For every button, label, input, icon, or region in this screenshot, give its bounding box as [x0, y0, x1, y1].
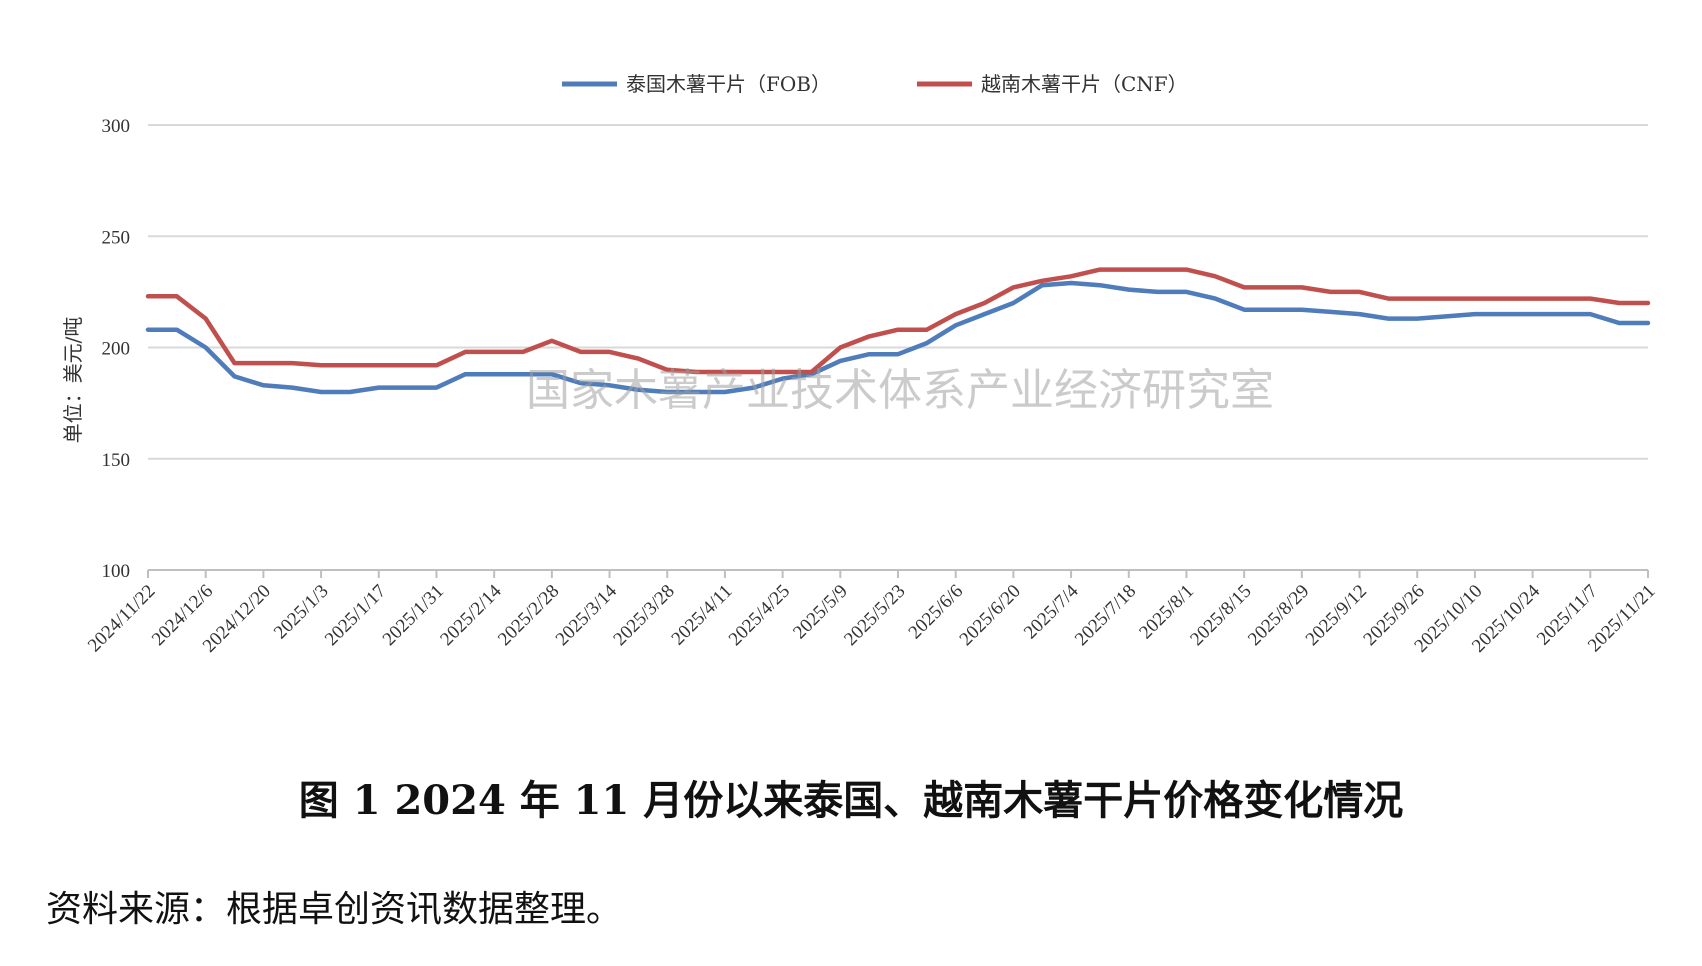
x-tick-label: 2025/6/20 — [956, 581, 1025, 650]
x-tick-label: 2025/8/15 — [1186, 581, 1255, 650]
x-tick-label: 2025/1/31 — [379, 581, 448, 650]
legend-label-2: 越南木薯干片（CNF） — [981, 72, 1188, 96]
y-tick-label: 300 — [102, 116, 131, 137]
x-tick-label: 2025/7/18 — [1071, 581, 1140, 650]
legend-label-1: 泰国木薯干片（FOB） — [626, 72, 831, 96]
watermark: 国家木薯产业技术体系产业经济研究室 — [526, 365, 1274, 416]
x-tick-label: 2025/8/29 — [1244, 581, 1313, 650]
x-tick-label: 2024/11/22 — [84, 581, 160, 657]
x-tick-label: 2025/4/11 — [668, 581, 737, 650]
source-note: 资料来源：根据卓创资讯数据整理。 — [46, 889, 623, 930]
y-axis-label: 单位：美元/吨 — [61, 317, 85, 444]
y-tick-label: 150 — [102, 450, 131, 471]
legend: 泰国木薯干片（FOB） 越南木薯干片（CNF） — [562, 72, 1188, 96]
y-tick-label: 250 — [102, 227, 131, 248]
y-tick-label: 100 — [102, 561, 131, 582]
line-chart: 100 150 200 250 300 2024/11/222024/12/62024/… — [61, 72, 1660, 657]
x-tick-label: 2025/3/28 — [609, 581, 678, 650]
x-axis-ticks: 2024/11/222024/12/62024/12/202025/1/3202… — [84, 570, 1660, 657]
series-lines — [145, 267, 1651, 395]
y-tick-label: 200 — [102, 339, 131, 360]
x-tick-label: 2025/1/17 — [321, 581, 390, 650]
series-line-1 — [145, 280, 1651, 395]
x-tick-label: 2025/5/23 — [840, 581, 909, 650]
x-tick-label: 2025/2/28 — [494, 581, 563, 650]
x-tick-label: 2025/4/25 — [725, 581, 794, 650]
figure-title: 图 1 2024 年 11 月份以来泰国、越南木薯干片价格变化情况 — [298, 777, 1404, 824]
x-tick-label: 2025/2/14 — [436, 580, 506, 650]
x-tick-label: 2025/3/14 — [552, 580, 622, 650]
x-tick-label: 2025/9/12 — [1302, 581, 1371, 650]
series-line-2 — [145, 267, 1651, 375]
y-axis-ticks: 100 150 200 250 300 — [102, 116, 131, 582]
grid-lines — [148, 124, 1648, 460]
